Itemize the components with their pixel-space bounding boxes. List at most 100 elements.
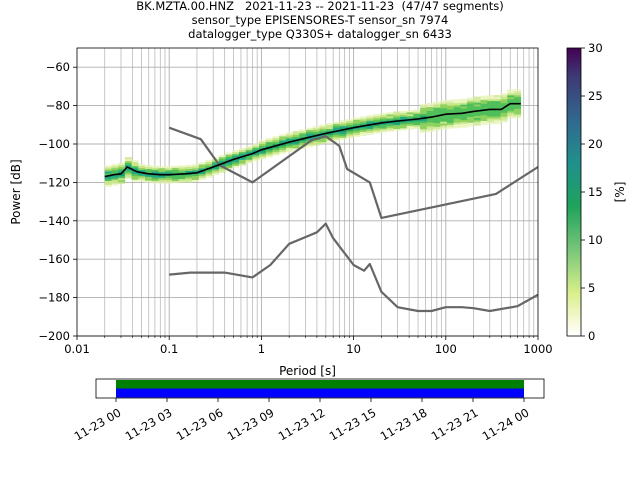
heatmap-cell bbox=[265, 147, 273, 150]
heatmap-cell bbox=[467, 107, 475, 110]
heatmap-cell bbox=[171, 181, 179, 184]
heatmap-cell bbox=[285, 134, 293, 137]
heatmap-cell bbox=[198, 171, 206, 175]
heatmap-cell bbox=[319, 126, 327, 129]
heatmap-cell bbox=[353, 119, 361, 122]
heatmap-cell bbox=[145, 176, 153, 179]
heatmap-cell bbox=[191, 177, 199, 180]
heatmap-cell bbox=[514, 110, 522, 113]
heatmap-cell bbox=[500, 108, 508, 111]
heatmap-cell bbox=[124, 176, 132, 179]
heatmap-cell bbox=[473, 119, 481, 122]
heatmap-cell bbox=[212, 170, 220, 174]
heatmap-cell bbox=[131, 162, 139, 165]
heatmap-cell bbox=[306, 127, 314, 130]
heatmap-cell bbox=[285, 143, 293, 147]
timeline-tick-label: 11-23 09 bbox=[225, 405, 277, 443]
heatmap-cell bbox=[178, 174, 186, 178]
heatmap-cell bbox=[198, 164, 206, 167]
heatmap-cell bbox=[386, 116, 394, 119]
heatmap-cell bbox=[507, 114, 515, 117]
heatmap-cell bbox=[185, 166, 193, 169]
heatmap-cell bbox=[191, 179, 199, 182]
heatmap-cell bbox=[332, 127, 340, 130]
heatmap-cell bbox=[104, 173, 112, 176]
heatmap-cell bbox=[285, 142, 293, 145]
heatmap-cell bbox=[426, 104, 434, 108]
heatmap-cell bbox=[285, 136, 293, 139]
heatmap-cell bbox=[399, 116, 407, 119]
heatmap-cell bbox=[145, 166, 153, 170]
heatmap-cell bbox=[353, 131, 361, 134]
heatmap-cell bbox=[467, 105, 475, 108]
heatmap-cell bbox=[319, 139, 327, 143]
heatmap-cell bbox=[279, 138, 287, 141]
heatmap-cell bbox=[420, 123, 428, 126]
heatmap-cell bbox=[433, 124, 441, 127]
heatmap-cell bbox=[359, 133, 367, 136]
heatmap-cell bbox=[514, 108, 522, 111]
noise-model-lower-line bbox=[169, 222, 538, 313]
heatmap-cell bbox=[205, 159, 213, 163]
heatmap-cell bbox=[346, 130, 354, 133]
heatmap-cell bbox=[453, 104, 461, 108]
heatmap-cell bbox=[252, 143, 260, 146]
heatmap-cell bbox=[299, 129, 307, 132]
heatmap-cell bbox=[138, 169, 146, 172]
heatmap-cell bbox=[493, 120, 501, 123]
heatmap-cell bbox=[440, 115, 448, 118]
heatmap-cell bbox=[145, 178, 153, 181]
y-tick-label: −140 bbox=[38, 214, 70, 228]
heatmap-cell bbox=[346, 122, 354, 125]
heatmap-cell bbox=[386, 118, 394, 121]
heatmap-cell bbox=[507, 106, 515, 109]
heatmap-cell bbox=[171, 165, 179, 168]
x-tick-label: 1 bbox=[258, 342, 265, 356]
heatmap-cell bbox=[500, 95, 508, 98]
heatmap-cell bbox=[473, 115, 481, 118]
heatmap-cell bbox=[212, 169, 220, 172]
heatmap-cell bbox=[359, 118, 367, 121]
heatmap-cell bbox=[426, 120, 434, 123]
heatmap-cell bbox=[225, 164, 233, 167]
heatmap-cell bbox=[124, 164, 132, 167]
heatmap-cell bbox=[326, 140, 334, 143]
heatmap-cell bbox=[218, 170, 226, 173]
mean-curve-line bbox=[104, 102, 521, 178]
heatmap-cell bbox=[500, 120, 508, 123]
colorbar-label: [%] bbox=[613, 182, 627, 203]
heatmap-cell bbox=[420, 103, 428, 107]
heatmap-cell bbox=[480, 103, 488, 106]
heatmap-cell bbox=[460, 123, 468, 126]
heatmap-cell bbox=[232, 161, 240, 164]
heatmap-cell bbox=[312, 129, 320, 133]
heatmap-cell bbox=[131, 164, 139, 167]
heatmap-cell bbox=[312, 141, 320, 144]
heatmap-cell bbox=[232, 165, 240, 168]
heatmap-cell bbox=[507, 104, 515, 107]
heatmap-cell bbox=[500, 102, 508, 106]
heatmap-cell bbox=[259, 153, 267, 156]
heatmap-cell bbox=[252, 149, 260, 152]
heatmap-cell bbox=[191, 175, 199, 179]
heatmap-cell bbox=[279, 134, 287, 137]
heatmap-cell bbox=[453, 122, 461, 125]
heatmap-cell bbox=[493, 100, 501, 104]
heatmap-cell bbox=[487, 114, 495, 117]
heatmap-cell bbox=[406, 123, 414, 126]
heatmap-cell bbox=[393, 117, 401, 120]
heatmap-cell bbox=[386, 121, 394, 125]
heatmap-cell bbox=[399, 114, 407, 117]
timeline-tick-label: 11-23 15 bbox=[327, 405, 379, 443]
heatmap-cell bbox=[279, 140, 287, 143]
heatmap-cell bbox=[118, 162, 126, 165]
heatmap-cell bbox=[473, 98, 481, 101]
heatmap-cell bbox=[399, 112, 407, 115]
heatmap-cell bbox=[433, 120, 441, 124]
heatmap-cell bbox=[500, 118, 508, 121]
heatmap-cell bbox=[158, 169, 166, 173]
heatmap-cell bbox=[185, 180, 193, 183]
heatmap-cell bbox=[198, 162, 206, 165]
heatmap-cell bbox=[178, 171, 186, 174]
